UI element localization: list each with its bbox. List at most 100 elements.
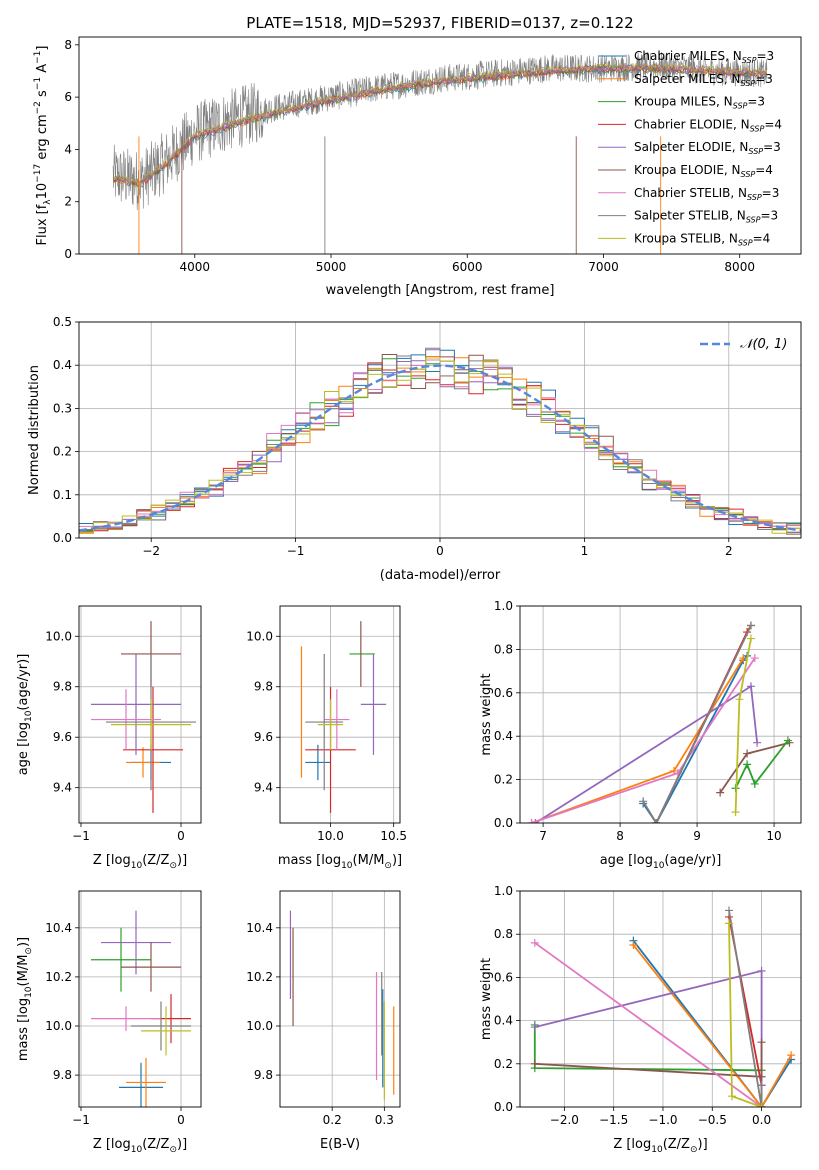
- y-tick-label: 0: [64, 247, 72, 261]
- x-tick-label: 5000: [316, 260, 347, 274]
- y-tick-label: 0.0: [494, 1100, 513, 1114]
- x-tick-label: −1: [72, 1113, 90, 1127]
- weight-line: [531, 657, 745, 823]
- weight-marker: [727, 1092, 736, 1101]
- legend-entry: Salpeter STELIB, NSSP=3: [634, 209, 778, 225]
- plot-area-mass-vs-Z: [91, 910, 191, 1107]
- y-tick-label: 0.6: [494, 686, 513, 700]
- y-tick-label: 0.3: [53, 401, 72, 415]
- weight-marker: [757, 1038, 766, 1047]
- weight-marker: [530, 938, 539, 947]
- weight-line: [728, 910, 763, 1107]
- weight-line: [642, 625, 752, 823]
- y-tick-label: 9.8: [254, 1068, 273, 1082]
- axes-frame-spectrum: [78, 36, 802, 255]
- weight-marker: [743, 760, 752, 769]
- weight-line: [632, 944, 792, 1107]
- normal-curve: [79, 364, 801, 532]
- plot-area-mass-weight-vs-age: [527, 621, 794, 823]
- x-tick-label: 10: [766, 829, 781, 843]
- weight-marker: [731, 808, 740, 817]
- y-tick-label: 9.8: [53, 680, 72, 694]
- axes-frame-mass-vs-EBV: [279, 890, 401, 1108]
- weight-marker: [629, 941, 638, 949]
- x-tick-label: −1: [287, 544, 305, 558]
- weight-marker: [527, 819, 536, 823]
- weight-marker: [757, 1072, 766, 1081]
- x-tick-label: −0.5: [698, 1113, 727, 1127]
- plot-area-age-vs-Z: [91, 621, 196, 813]
- x-tick-label: 8: [616, 829, 624, 843]
- y-tick-label: 9.6: [254, 730, 273, 744]
- axes-frame-mass-weight-vs-age: [519, 605, 802, 824]
- y-tick-label: 10.0: [246, 1019, 273, 1033]
- legend-entry: Kroupa MILES, NSSP=3: [634, 95, 765, 111]
- weight-marker: [757, 1103, 766, 1107]
- weight-marker: [743, 749, 752, 758]
- y-tick-label: 10.0: [246, 629, 273, 643]
- axes-mass-vs-Z: [75, 891, 201, 1111]
- x-tick-label: 9: [693, 829, 701, 843]
- weight-line: [534, 1042, 763, 1078]
- weight-marker: [725, 919, 734, 928]
- x-tick-label: 10.5: [380, 829, 407, 843]
- y-tick-label: 9.8: [53, 1068, 72, 1082]
- weight-line: [734, 638, 752, 813]
- y-tick-label: 9.4: [254, 781, 273, 795]
- legend-entry: Chabrier STELIB, NSSP=3: [634, 186, 779, 202]
- x-tick-label: 8000: [724, 260, 755, 274]
- weight-marker: [716, 788, 725, 797]
- plot-area-mass-weight-vs-Z: [530, 906, 796, 1107]
- x-axis-label: age [log10(age/yr)]: [600, 853, 722, 871]
- legend-entry: Kroupa ELODIE, NSSP=4: [634, 163, 773, 179]
- x-tick-label: −2.0: [550, 1113, 579, 1127]
- y-tick-label: 9.6: [53, 730, 72, 744]
- y-axis-label: mass [log10(M/M⊙)]: [16, 937, 34, 1061]
- plot-area-spectrum: [112, 51, 768, 254]
- x-tick-label: 0.2: [323, 1113, 342, 1127]
- weight-marker: [739, 654, 748, 663]
- x-tick-label: −1: [72, 829, 90, 843]
- y-tick-label: 10.4: [45, 921, 72, 935]
- weight-marker: [725, 906, 734, 915]
- y-tick-label: 0.6: [494, 970, 513, 984]
- weight-marker: [750, 654, 759, 663]
- y-tick-label: 10.0: [45, 629, 72, 643]
- axes-frame-age-vs-Z: [78, 605, 202, 824]
- weight-marker: [787, 1051, 796, 1060]
- y-tick-label: 9.8: [254, 680, 273, 694]
- weight-marker: [746, 621, 755, 630]
- y-tick-label: 0.0: [494, 816, 513, 830]
- weight-marker: [735, 695, 744, 704]
- axes-age-vs-Z: [75, 606, 201, 827]
- axes-spectrum: [75, 44, 741, 258]
- y-tick-label: 1.0: [494, 884, 513, 898]
- x-tick-label: 7000: [588, 260, 619, 274]
- residual-histogram: [79, 357, 801, 534]
- x-tick-label: 0.0: [752, 1113, 771, 1127]
- weight-line: [734, 739, 789, 789]
- axes-frame-mass-weight-vs-Z: [519, 890, 802, 1108]
- y-tick-label: 10.0: [45, 1019, 72, 1033]
- axes-frame-mass-vs-Z: [78, 890, 202, 1108]
- y-tick-label: 10.2: [246, 970, 273, 984]
- y-axis-label: mass weight: [479, 958, 494, 1040]
- x-tick-label: 0.3: [375, 1113, 394, 1127]
- axes-mass-weight-vs-age: [516, 605, 801, 827]
- y-tick-label: 10.2: [45, 970, 72, 984]
- x-tick-label: 1: [581, 544, 589, 558]
- axes-age-vs-mass: [276, 606, 400, 827]
- y-tick-label: 0.8: [494, 927, 513, 941]
- y-tick-label: 0.5: [53, 315, 72, 329]
- weight-marker: [530, 1059, 539, 1068]
- legend-entry: Kroupa STELIB, NSSP=4: [634, 231, 770, 247]
- x-tick-label: 0: [177, 1113, 185, 1127]
- plot-area-age-vs-mass: [300, 621, 387, 813]
- weight-marker: [530, 1023, 539, 1032]
- y-tick-label: 6: [64, 90, 72, 104]
- x-tick-label: −1.5: [599, 1113, 628, 1127]
- x-axis-label: mass [log10(M/M⊙)]: [278, 853, 402, 871]
- y-tick-label: 10.4: [246, 921, 273, 935]
- weight-marker: [757, 1081, 766, 1090]
